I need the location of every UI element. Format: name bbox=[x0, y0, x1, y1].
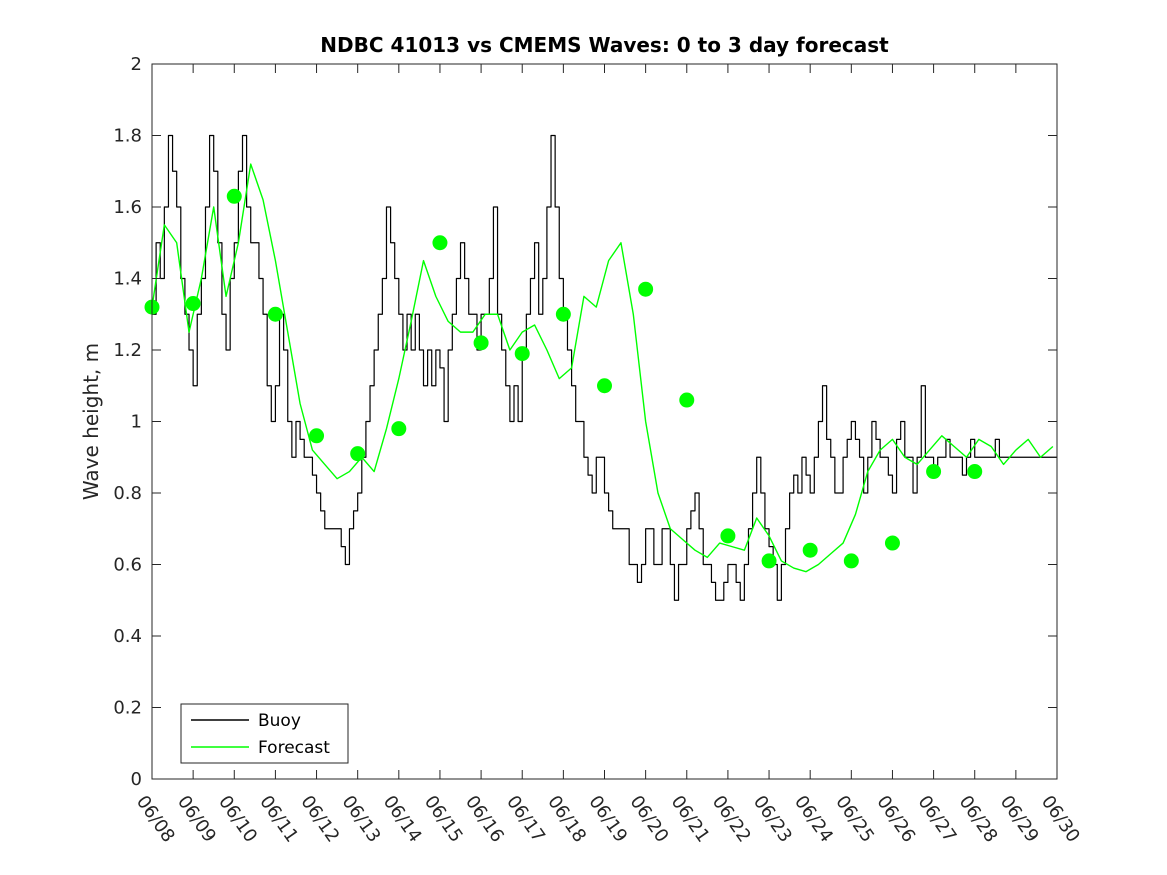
x-tick-label: 06/28 bbox=[955, 792, 1002, 847]
plot-area bbox=[152, 64, 1057, 779]
y-tick-label: 1.2 bbox=[113, 340, 142, 361]
x-tick-label: 06/09 bbox=[173, 792, 220, 847]
x-tick-label: 06/30 bbox=[1037, 792, 1084, 847]
x-tick-label: 06/17 bbox=[502, 792, 549, 847]
y-tick-label: 1.8 bbox=[113, 126, 142, 147]
forecast-marker bbox=[473, 335, 489, 351]
y-axis-label: Wave height, m bbox=[79, 343, 103, 500]
x-tick-label: 06/20 bbox=[626, 792, 673, 847]
forecast-marker bbox=[267, 306, 283, 322]
legend-label: Forecast bbox=[258, 738, 330, 758]
forecast-marker bbox=[926, 464, 942, 480]
x-tick-label: 06/19 bbox=[584, 792, 631, 847]
legend-box bbox=[180, 703, 349, 764]
series-layer bbox=[151, 134, 1057, 601]
y-tick-label: 0.8 bbox=[113, 483, 142, 504]
x-tick-label: 06/25 bbox=[831, 792, 878, 847]
forecast-marker bbox=[720, 528, 736, 544]
legend: Buoy Forecast bbox=[180, 703, 349, 764]
forecast-marker bbox=[514, 346, 530, 362]
x-tick-label: 06/14 bbox=[379, 792, 426, 847]
chart-title: NDBC 41013 vs CMEMS Waves: 0 to 3 day fo… bbox=[320, 33, 889, 57]
x-tick-label: 06/10 bbox=[214, 792, 261, 847]
forecast-marker bbox=[432, 235, 448, 251]
forecast-marker bbox=[884, 535, 900, 551]
forecast-marker bbox=[309, 428, 325, 444]
y-tick-label: 0 bbox=[131, 769, 142, 790]
forecast-marker bbox=[679, 392, 695, 408]
x-tick-label: 06/16 bbox=[461, 792, 508, 847]
y-tick-label: 1.6 bbox=[113, 197, 142, 218]
forecast-marker bbox=[185, 296, 201, 312]
y-tick-label: 0.4 bbox=[113, 626, 142, 647]
x-tick-label: 06/26 bbox=[872, 792, 919, 847]
x-tick-label: 06/15 bbox=[420, 792, 467, 847]
forecast-marker bbox=[967, 464, 983, 480]
legend-label: Buoy bbox=[258, 711, 301, 731]
plot-background bbox=[152, 64, 1057, 779]
forecast-marker bbox=[391, 421, 407, 437]
x-tick-label: 06/11 bbox=[255, 792, 302, 847]
y-tick-label: 1 bbox=[131, 412, 142, 433]
forecast-marker bbox=[761, 553, 777, 569]
x-tick-label: 06/21 bbox=[667, 792, 714, 847]
forecast-marker bbox=[226, 188, 242, 204]
forecast-marker bbox=[597, 378, 612, 394]
x-tick-label: 06/08 bbox=[132, 792, 179, 847]
y-tick-label: 0.2 bbox=[113, 698, 142, 719]
x-tick-label: 06/29 bbox=[996, 792, 1043, 847]
y-tick-label: 0.6 bbox=[113, 555, 142, 576]
series-line-buoy bbox=[152, 134, 1057, 601]
x-tick-label: 06/22 bbox=[708, 792, 755, 847]
y-tick-label: 2 bbox=[131, 54, 142, 75]
series-line-forecast bbox=[151, 163, 1054, 573]
x-tick-label: 06/18 bbox=[543, 792, 590, 847]
forecast-marker bbox=[350, 446, 366, 462]
x-tick-label: 06/27 bbox=[913, 792, 960, 847]
forecast-marker bbox=[638, 281, 654, 297]
x-tick-label: 06/24 bbox=[790, 792, 837, 847]
forecast-marker bbox=[802, 542, 818, 558]
x-tick-label: 06/13 bbox=[338, 792, 385, 847]
y-tick-label: 1.4 bbox=[113, 269, 142, 290]
forecast-marker bbox=[555, 306, 571, 322]
x-tick-label: 06/23 bbox=[749, 792, 796, 847]
forecast-marker bbox=[843, 553, 859, 569]
x-tick-label: 06/12 bbox=[296, 792, 343, 847]
